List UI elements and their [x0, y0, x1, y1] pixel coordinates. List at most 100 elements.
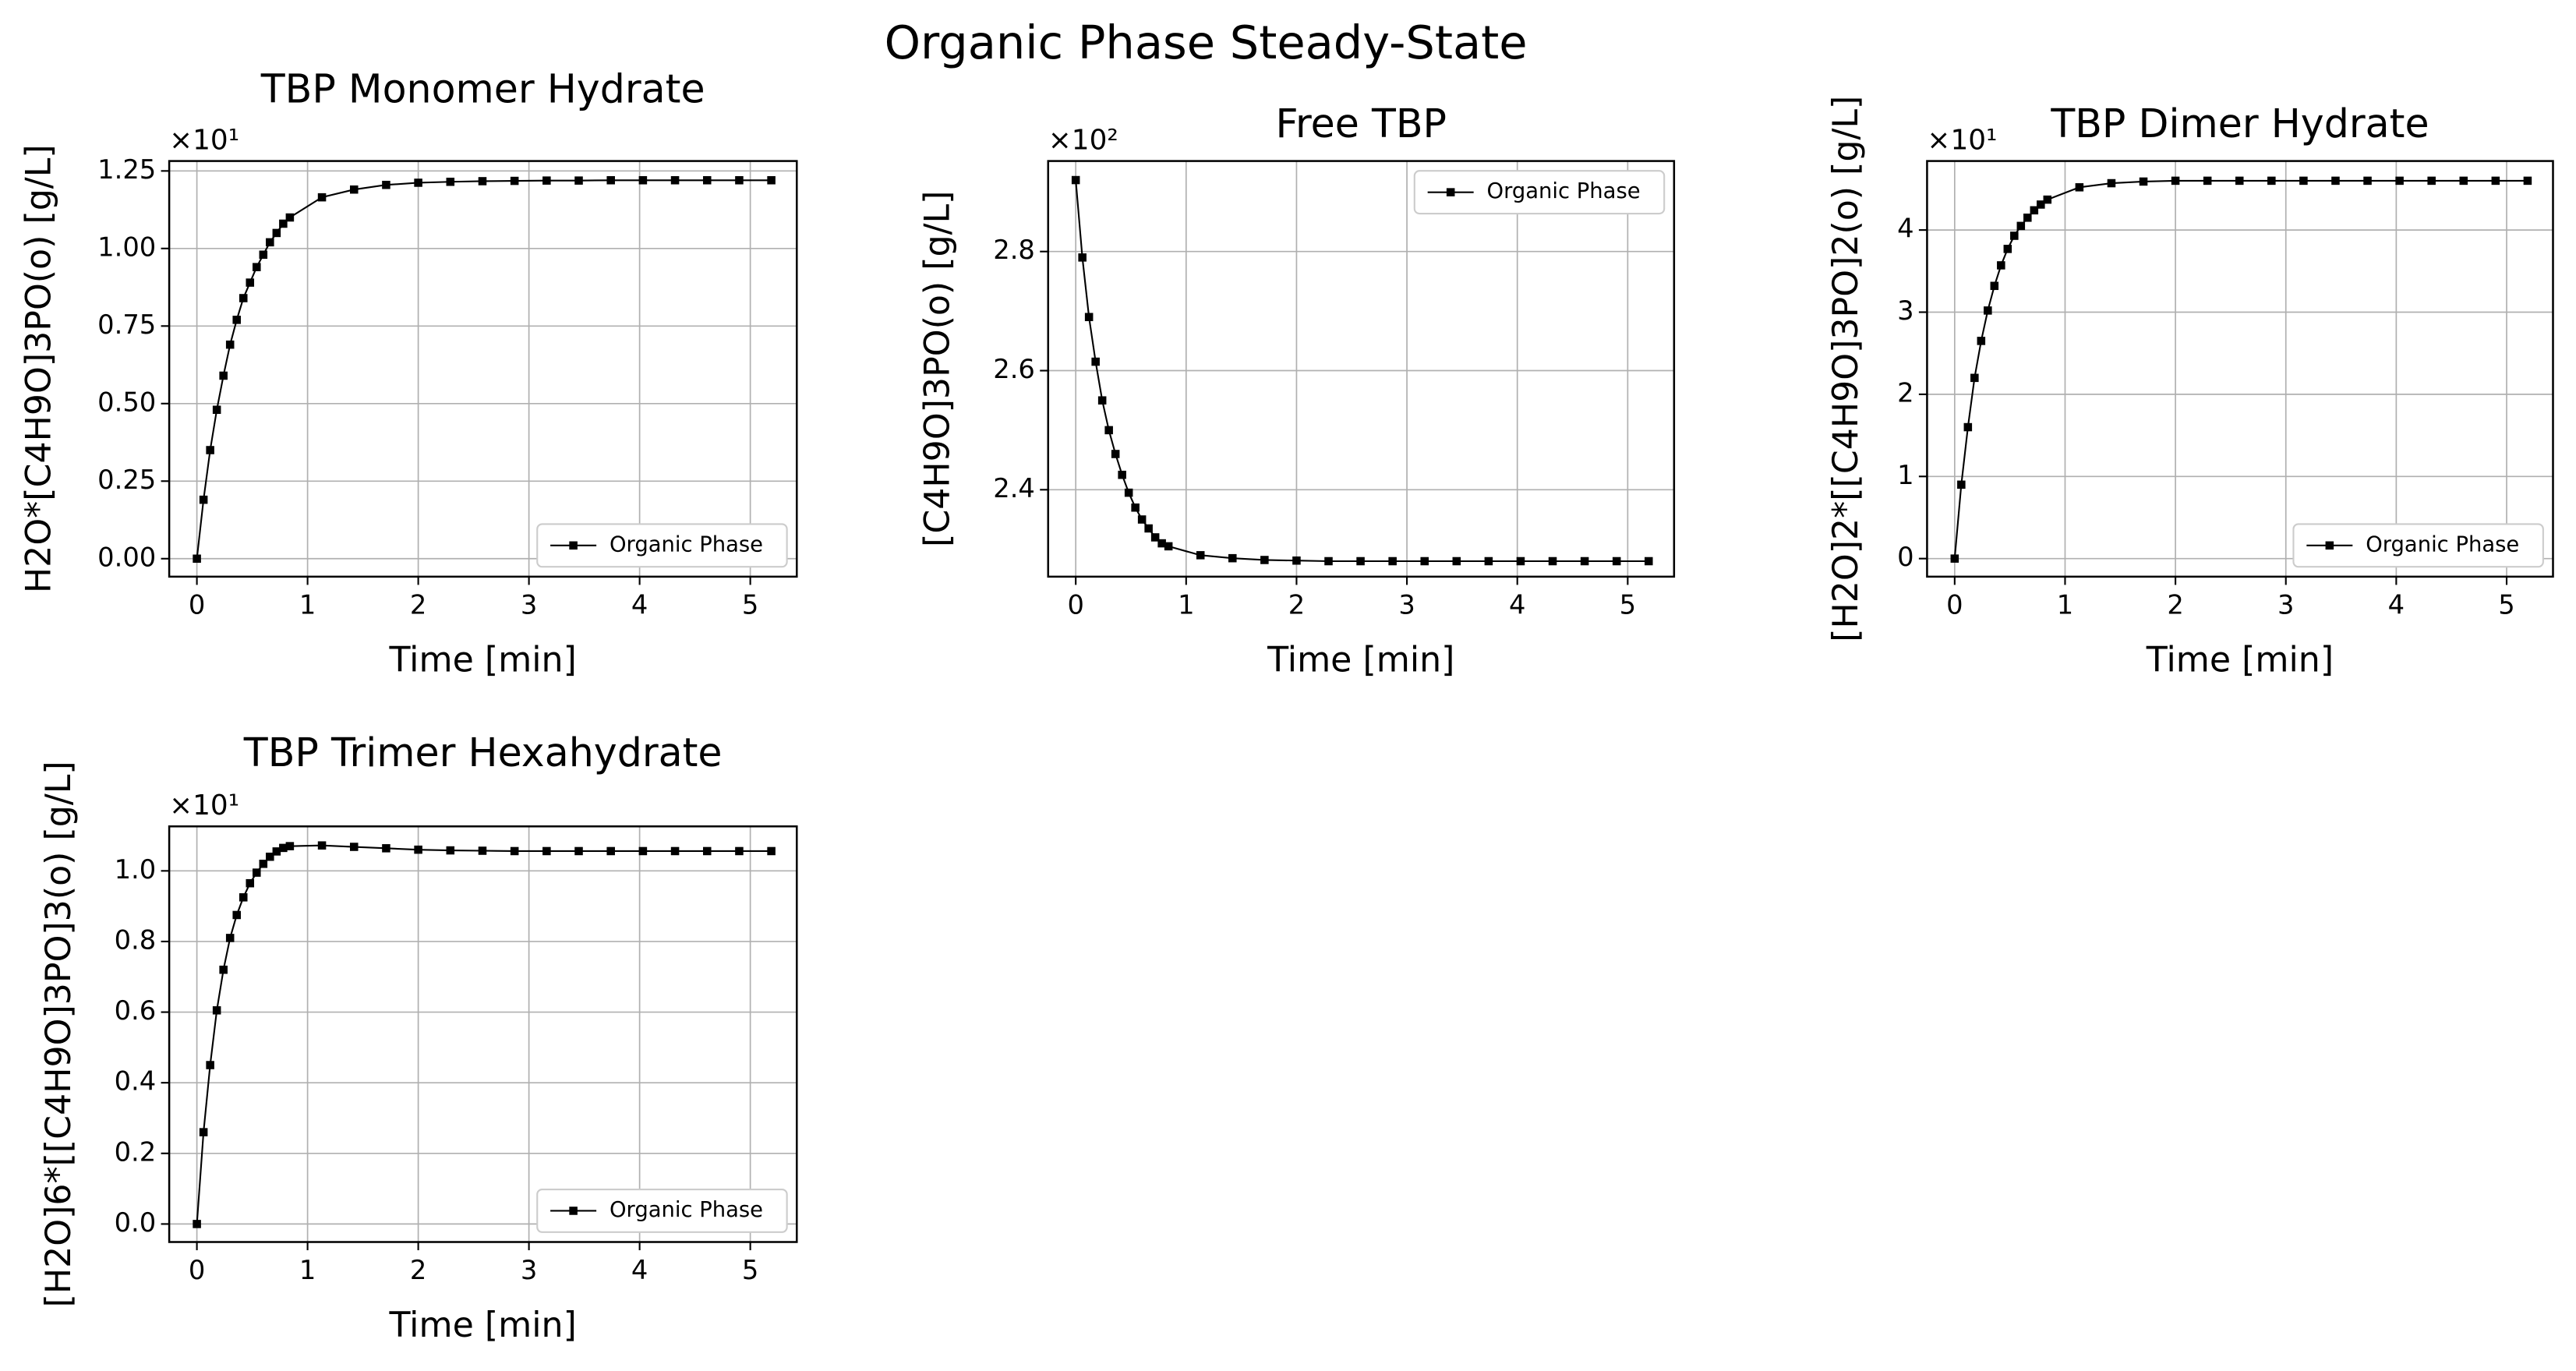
data-point [1580, 557, 1589, 566]
legend-frame [536, 523, 788, 568]
data-point [1644, 557, 1653, 566]
data-point [478, 177, 487, 186]
data-point [1516, 557, 1525, 566]
data-point [2395, 176, 2404, 186]
x-axis-label: Time [min] [389, 1306, 577, 1345]
x-tick-label: 4 [631, 589, 648, 620]
data-point [670, 846, 680, 856]
data-point [193, 1220, 201, 1228]
data-point [317, 841, 327, 850]
y-tick-label: 0.75 [97, 309, 156, 340]
y-tick-label: 0.50 [97, 387, 156, 417]
data-point [414, 178, 422, 187]
y-tick-label: 1.25 [97, 154, 156, 185]
figure-title: Organic Phase Steady-State [885, 16, 1528, 69]
chart-title: TBP Trimer Hexahydrate [243, 730, 723, 776]
data-point [232, 910, 241, 920]
data-point [1137, 515, 1147, 524]
data-point [1292, 556, 1301, 565]
x-tick-label: 0 [1067, 589, 1083, 620]
data-point [1071, 175, 1080, 185]
data-point [1452, 557, 1461, 566]
legend-marker [569, 1207, 578, 1215]
data-point [2139, 177, 2148, 186]
data-point [2003, 245, 2012, 253]
data-point [232, 316, 241, 324]
data-point [574, 176, 583, 185]
data-point [1111, 450, 1120, 458]
data-point [1118, 470, 1126, 479]
x-tick-label: 2 [410, 1255, 426, 1285]
y-tick-label: 2.4 [993, 473, 1035, 504]
data-point [1950, 554, 1959, 563]
legend: Organic Phase [1413, 170, 1666, 215]
data-point [702, 846, 712, 856]
data-point [2427, 176, 2436, 186]
data-point [735, 175, 744, 185]
data-point [1131, 503, 1140, 512]
data-point [253, 263, 261, 271]
legend-label: Organic Phase [1487, 179, 1641, 203]
data-line [196, 179, 772, 559]
data-point [1164, 542, 1173, 551]
plot-frame [168, 825, 798, 1243]
data-point [382, 180, 390, 189]
data-point [225, 934, 235, 942]
x-axis-label: Time [min] [2146, 640, 2334, 680]
y-axis-label: [H2O]2*[[C4H9O]3PO]2(o) [g/L] [1826, 96, 1866, 642]
data-point [279, 219, 288, 228]
x-axis-label: Time [min] [389, 640, 577, 680]
data-point [1196, 551, 1205, 560]
data-point [510, 846, 519, 856]
data-point [702, 175, 712, 185]
data-point [193, 554, 201, 564]
legend-marker [2325, 541, 2334, 550]
y-tick-label: 0.00 [97, 542, 156, 572]
y-scale-label: ×10¹ [1927, 124, 1997, 156]
data-point [1963, 422, 1973, 432]
y-scale-label: ×10¹ [169, 124, 239, 156]
data-point [1084, 313, 1094, 322]
data-point [1984, 306, 1992, 315]
y-tick-label: 1 [1897, 460, 1913, 490]
data-point [478, 846, 487, 855]
x-tick-label: 4 [631, 1255, 648, 1285]
chart-title: TBP Dimer Hydrate [2050, 101, 2429, 147]
x-tick-label: 2 [1288, 589, 1305, 620]
data-point [1997, 261, 2005, 270]
data-point [2235, 176, 2244, 186]
x-tick-label: 5 [2498, 589, 2514, 620]
data-point [279, 843, 288, 853]
data-point [574, 846, 583, 856]
data-point [1091, 357, 1100, 366]
y-scale-label: ×10² [1048, 124, 1118, 156]
y-tick-label: 0.0 [115, 1207, 157, 1238]
plot-frame [168, 160, 798, 578]
data-point [2030, 206, 2039, 215]
y-axis-label: [C4H9O]3PO(o) [g/L] [918, 191, 958, 547]
data-point [206, 446, 214, 454]
data-point [2331, 176, 2340, 186]
data-point [1260, 556, 1269, 564]
data-point [1157, 539, 1166, 548]
data-point [2267, 176, 2276, 186]
y-tick-label: 4 [1897, 214, 1913, 244]
legend-frame [536, 1189, 788, 1233]
data-point [259, 859, 268, 868]
y-tick-label: 3 [1897, 295, 1913, 326]
y-tick-label: 0 [1897, 542, 1913, 572]
data-point [1097, 396, 1107, 405]
data-point [266, 238, 274, 247]
data-point [1104, 426, 1113, 435]
y-scale-label: ×10¹ [169, 790, 239, 822]
data-point [382, 844, 390, 853]
x-axis-label: Time [min] [1267, 640, 1454, 680]
data-point [767, 846, 776, 856]
legend-label: Organic Phase [610, 532, 763, 557]
legend-label: Organic Phase [610, 1198, 763, 1222]
data-point [259, 250, 268, 260]
y-axis-label: [H2O]6*[[C4H9O]3PO]3(o) [g/L] [39, 761, 79, 1307]
data-point [1957, 480, 1966, 489]
data-point [2016, 221, 2026, 231]
